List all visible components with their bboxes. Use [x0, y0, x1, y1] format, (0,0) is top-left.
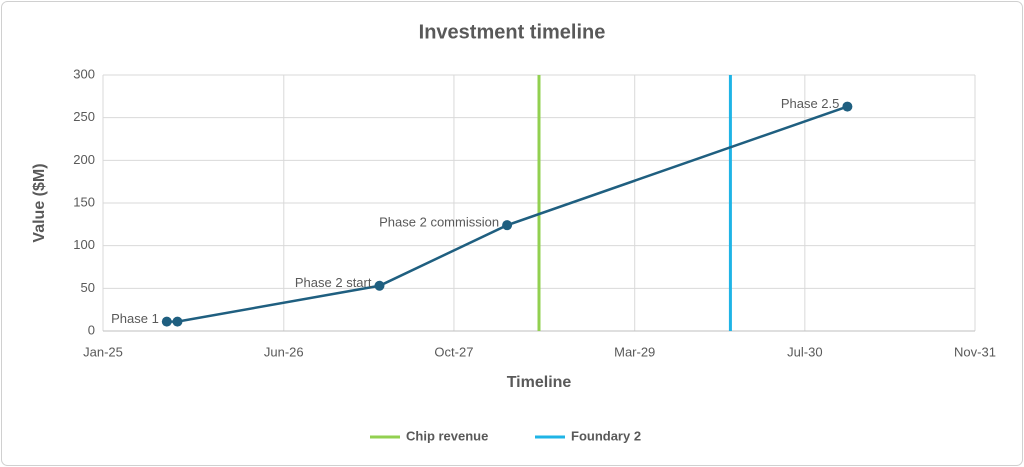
- y-tick-label: 300: [73, 66, 95, 81]
- point: [161, 316, 172, 327]
- point: [502, 220, 513, 231]
- y-tick-label: 0: [88, 322, 95, 337]
- x-tick-label: Mar-29: [614, 344, 655, 359]
- y-tick-label: 100: [73, 237, 95, 252]
- x-tick-label: Jun-26: [264, 344, 304, 359]
- y-tick-label: 250: [73, 109, 95, 124]
- point-label: Phase 2 start: [295, 275, 372, 290]
- y-axis-label: Value ($M): [31, 163, 48, 242]
- legend-label: Chip revenue: [406, 428, 488, 443]
- x-tick-label: Jul-30: [787, 344, 822, 359]
- x-axis-label: Timeline: [507, 374, 572, 391]
- chart-title: Investment timeline: [419, 21, 606, 43]
- y-tick-label: 50: [81, 280, 95, 295]
- point-label: Phase 2 commission: [379, 215, 499, 230]
- x-tick-label: Oct-27: [434, 344, 473, 359]
- x-tick-label: Jan-25: [83, 344, 123, 359]
- point: [172, 316, 183, 327]
- x-tick-label: Nov-31: [954, 344, 996, 359]
- point-label: Phase 2.5: [781, 96, 840, 111]
- y-tick-label: 200: [73, 152, 95, 167]
- legend-label: Foundary 2: [571, 428, 641, 443]
- point-label: Phase 1: [111, 311, 159, 326]
- y-tick-label: 150: [73, 194, 95, 209]
- point: [842, 101, 853, 112]
- point: [374, 280, 385, 291]
